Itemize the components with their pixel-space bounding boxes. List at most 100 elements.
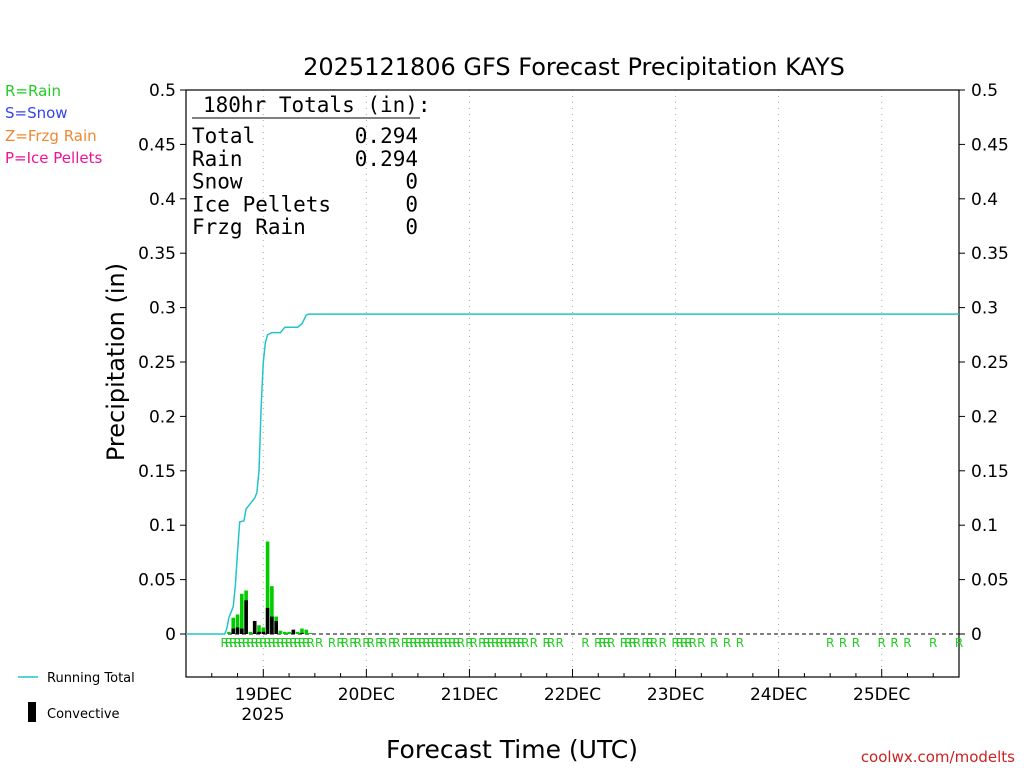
rain-bar xyxy=(235,614,240,634)
running-total-line xyxy=(186,313,959,635)
y-tick-label-left: 0.45 xyxy=(138,135,176,155)
ptype-marker: R xyxy=(903,636,911,650)
x-tick-label: 22DEC xyxy=(544,685,601,705)
ptype-marker: R xyxy=(684,636,692,650)
rain-bar xyxy=(308,632,313,634)
x-axis-label: Forecast Time (UTC) xyxy=(386,735,638,764)
ptype-marker: R xyxy=(225,636,233,650)
totals-value: 0 xyxy=(405,170,418,194)
ptype-marker: R xyxy=(543,636,551,650)
line-layer xyxy=(186,313,959,635)
legend-frzg-rain: Z=Frzg Rain xyxy=(5,127,97,145)
ptype-marker: R xyxy=(650,636,658,650)
ptype-marker: R xyxy=(220,636,228,650)
ptype-marker: R xyxy=(598,636,606,650)
rain-bar xyxy=(278,630,283,634)
convective-bar xyxy=(257,631,261,634)
totals-header: 180hr Totals (in): xyxy=(203,93,431,117)
ptype-marker: R xyxy=(427,636,435,650)
y-tick-label-right: 0 xyxy=(971,625,982,645)
ptype-marker: R xyxy=(839,636,847,650)
running-total-legend: Running Total xyxy=(47,671,135,686)
y-tick-label-right: 0.25 xyxy=(971,353,1009,373)
y-axis-right: 0 0.05 0.1 0.15 0.2 0.25 0.3 0.35 0.4 0.45 0.5 xyxy=(959,81,1009,645)
y-axis-label: Precipitation (in) xyxy=(102,263,130,461)
y-tick-label-left: 0.5 xyxy=(149,81,176,101)
ptype-marker: R xyxy=(246,636,254,650)
ptype-marker: R xyxy=(680,636,688,650)
series-legend: Running Total Convective xyxy=(18,671,135,722)
ptype-marker: R xyxy=(955,636,963,650)
ptype-marker: R xyxy=(671,636,679,650)
credit-text: coolwx.com/modelts xyxy=(861,748,1015,766)
ptype-marker: R xyxy=(448,636,456,650)
ptype-marker: R xyxy=(521,636,529,650)
ptype-marker: R xyxy=(482,636,490,650)
convective-bar xyxy=(244,600,248,634)
ptype-marker: R xyxy=(401,636,409,650)
totals-box: 180hr Totals (in): Total 0.294 Rain 0.294 Sn… xyxy=(192,93,431,239)
rain-bar xyxy=(248,631,253,634)
convective-legend: Convective xyxy=(47,707,120,722)
x-tick-label: 19DEC xyxy=(235,685,292,705)
ptype-marker: R xyxy=(349,636,357,650)
ptype-marker: R xyxy=(263,636,271,650)
rain-bar xyxy=(261,627,266,634)
ptype-marker: R xyxy=(238,636,246,650)
ptype-marker: R xyxy=(500,636,508,650)
ptype-marker: R xyxy=(251,636,259,650)
ptype-marker: R xyxy=(414,636,422,650)
ptype-marker: R xyxy=(366,636,374,650)
convective-bar xyxy=(240,628,244,634)
y-tick-label-left: 0.25 xyxy=(138,353,176,373)
totals-value: 0.294 xyxy=(355,124,418,148)
rain-bar xyxy=(227,631,231,634)
bars-layer xyxy=(227,541,313,634)
rain-bar xyxy=(295,631,300,634)
y-tick-label-left: 0.35 xyxy=(138,244,176,264)
y-axis-left: 0 0.05 0.1 0.15 0.2 0.25 0.3 0.35 0.4 0.45 0.5 xyxy=(138,81,186,645)
ptype-marker: R xyxy=(255,636,263,650)
ptype-marker: R xyxy=(362,636,370,650)
ptype-marker: R xyxy=(465,636,473,650)
ptype-marker: R xyxy=(659,636,667,650)
chart-title: 2025121806 GFS Forecast Precipitation KA… xyxy=(303,53,845,81)
ptype-marker: R xyxy=(723,636,731,650)
ptype-marker: R xyxy=(478,636,486,650)
ptype-marker: R xyxy=(268,636,276,650)
convective-bar xyxy=(300,632,304,634)
legend-rain: R=Rain xyxy=(5,82,61,100)
ptype-marker: R xyxy=(491,636,499,650)
ptype-marker: R xyxy=(375,636,383,650)
ptype-marker: R xyxy=(457,636,465,650)
ptype-marker: R xyxy=(242,636,250,650)
ptype-marker: R xyxy=(392,636,400,650)
ptype-marker: R xyxy=(736,636,744,650)
ptype-marker: R xyxy=(689,636,697,650)
ptype-marker: R xyxy=(607,636,615,650)
ptype-marker: R xyxy=(594,636,602,650)
y-tick-label-left: 0.15 xyxy=(138,462,176,482)
totals-value: 0 xyxy=(405,215,418,239)
y-tick-label-right: 0.3 xyxy=(971,299,998,319)
ptype-marker: R xyxy=(628,636,636,650)
ptype-marker: R xyxy=(878,636,886,650)
ptype-marker: R xyxy=(487,636,495,650)
y-tick-label-right: 0.35 xyxy=(971,244,1009,264)
ptype-marker: R xyxy=(336,636,344,650)
ptype-marker: R xyxy=(431,636,439,650)
totals-label: Rain xyxy=(192,147,243,171)
totals-value: 0.294 xyxy=(355,147,418,171)
y-tick-label-right: 0.45 xyxy=(971,135,1009,155)
y-tick-label-right: 0.2 xyxy=(971,407,998,427)
rain-bar xyxy=(282,631,287,634)
convective-swatch xyxy=(28,702,36,722)
ptype-marker: R xyxy=(581,636,589,650)
rain-bar xyxy=(300,628,304,634)
convective-bar xyxy=(252,620,257,634)
year-label: 2025 xyxy=(241,705,284,725)
convective-bar xyxy=(274,620,278,634)
x-axis: 19DEC 20DEC 21DEC 22DEC 23DEC 24DEC 25DEC xyxy=(185,669,960,705)
